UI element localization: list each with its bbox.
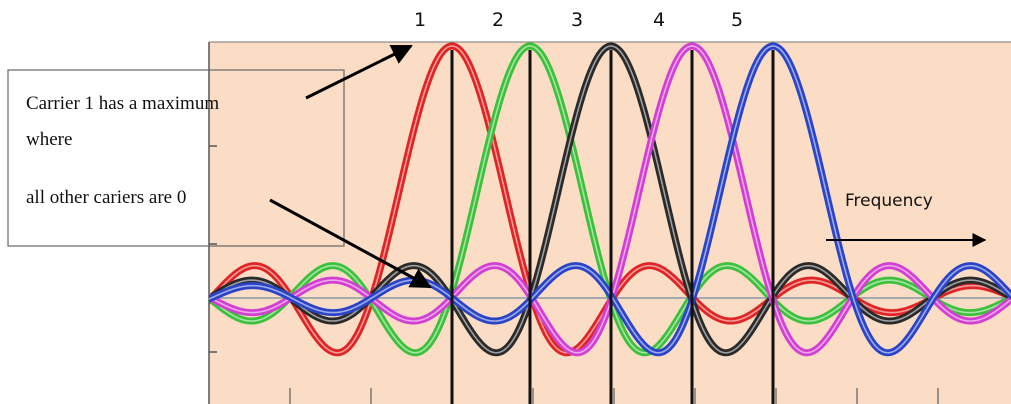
carrier-curve-highlight-3 xyxy=(209,45,1011,354)
frequency-label: Frequency xyxy=(845,191,933,211)
carrier-curve-highlight-5 xyxy=(209,45,1011,354)
callout-line-1: Carrier 1 has a maximum xyxy=(26,93,219,114)
callout-line-3: all other cariers are 0 xyxy=(26,187,186,208)
carrier-number-3: 3 xyxy=(571,9,583,31)
carrier-number-1: 1 xyxy=(414,9,426,31)
callout-arrow-to-zero xyxy=(269,198,432,289)
callout-box xyxy=(7,69,345,247)
callout-arrow-to-peak xyxy=(305,44,413,100)
carrier-number-4: 4 xyxy=(653,9,665,31)
callout-line-2: where xyxy=(26,129,72,150)
carrier-curve-highlight-4 xyxy=(209,45,1011,354)
carrier-number-5: 5 xyxy=(731,9,743,31)
peak-markers xyxy=(450,50,775,404)
carrier-curves xyxy=(209,42,1011,357)
carrier-number-2: 2 xyxy=(492,9,504,31)
